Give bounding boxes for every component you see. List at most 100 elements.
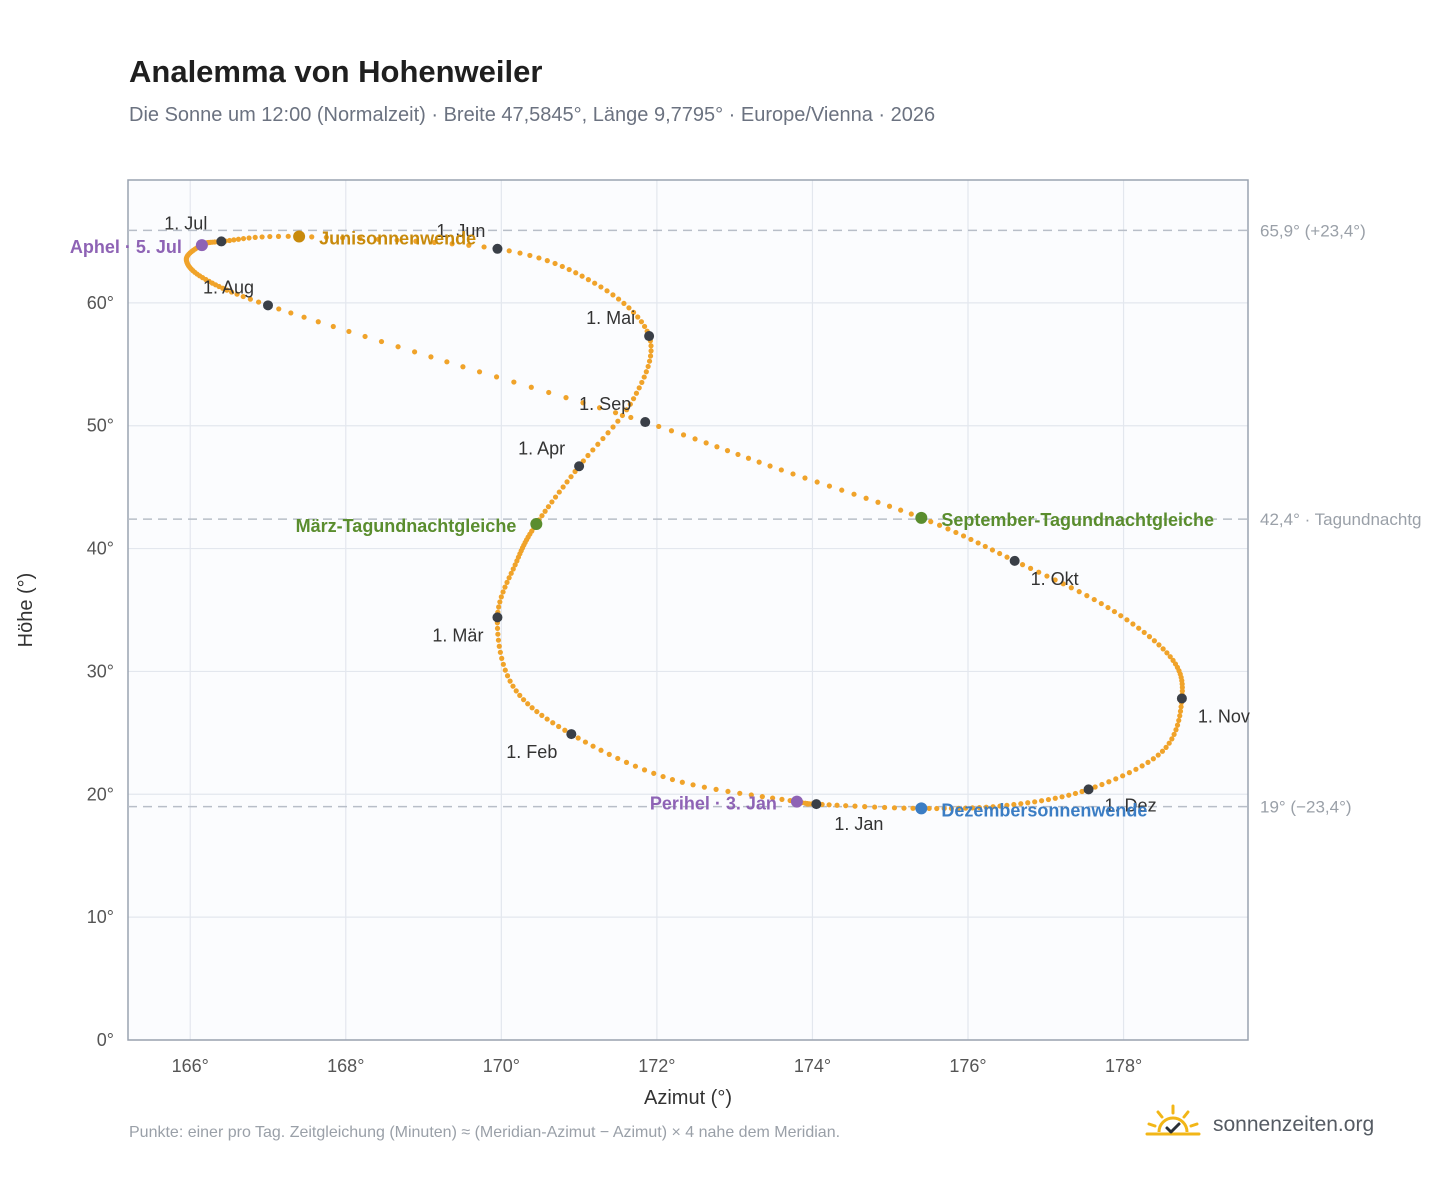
day-point xyxy=(770,795,776,801)
day-point xyxy=(997,803,1003,809)
day-point xyxy=(990,804,996,810)
day-point xyxy=(510,683,516,689)
day-point xyxy=(1068,585,1074,591)
day-point xyxy=(997,550,1003,557)
day-point xyxy=(669,776,676,783)
day-point xyxy=(357,235,363,242)
day-point xyxy=(527,252,533,259)
day-point xyxy=(910,805,916,811)
day-point xyxy=(506,248,512,254)
day-point xyxy=(638,319,645,325)
day-point xyxy=(585,277,591,283)
month-label: 1. Jul xyxy=(164,213,207,233)
month-marker xyxy=(1176,693,1187,704)
day-point xyxy=(1156,642,1162,648)
day-point xyxy=(645,363,651,370)
day-point xyxy=(668,428,675,434)
day-point xyxy=(504,579,510,585)
day-point xyxy=(545,504,552,510)
month-marker xyxy=(492,243,503,254)
day-point xyxy=(240,293,246,300)
day-point xyxy=(679,779,685,785)
day-point xyxy=(623,407,630,413)
event-label: September-Tagundnachtgleiche xyxy=(941,510,1214,530)
day-point xyxy=(562,727,568,733)
day-point xyxy=(517,692,523,698)
day-point xyxy=(346,328,352,335)
event-marker xyxy=(915,802,928,815)
chart-title: Analemma von Hohenweiler xyxy=(129,54,543,89)
day-point xyxy=(1179,688,1185,694)
day-point xyxy=(737,790,743,796)
day-point xyxy=(520,697,527,703)
day-point xyxy=(255,299,262,305)
x-tick-label: 168° xyxy=(327,1056,364,1076)
day-point xyxy=(1059,794,1065,800)
day-point xyxy=(288,310,294,316)
day-point xyxy=(550,720,556,726)
brand[interactable]: sonnenzeiten.org xyxy=(1145,1104,1374,1145)
day-point xyxy=(585,452,591,459)
day-point xyxy=(507,678,513,684)
day-point xyxy=(275,233,282,239)
month-label: 1. Mär xyxy=(432,625,483,645)
day-point xyxy=(814,479,820,485)
day-point xyxy=(983,804,989,810)
day-point xyxy=(834,802,840,808)
day-point xyxy=(1092,784,1098,790)
day-point xyxy=(646,358,653,364)
day-point xyxy=(725,788,731,795)
day-point xyxy=(563,395,569,401)
axis-ticks: 166° 168° 170° 172° 174° 176° 178° 0° 10° 20° 30° 4… xyxy=(87,293,1142,1076)
day-point xyxy=(748,792,754,798)
month-marker xyxy=(1083,784,1094,795)
day-point xyxy=(413,238,419,244)
y-tick-label: 40° xyxy=(87,539,114,559)
day-point xyxy=(598,284,604,290)
day-point xyxy=(1145,759,1151,765)
x-tick-label: 174° xyxy=(794,1056,831,1076)
plot-area xyxy=(127,179,1249,1041)
day-point xyxy=(605,430,611,436)
day-point xyxy=(901,805,907,811)
day-point xyxy=(1130,621,1136,627)
day-point xyxy=(500,661,506,667)
day-point xyxy=(231,237,237,243)
day-point xyxy=(928,519,934,525)
x-axis-title: Azimut (°) xyxy=(644,1087,732,1109)
day-point xyxy=(252,234,258,241)
day-point xyxy=(1106,779,1112,785)
day-point xyxy=(1124,617,1130,623)
day-point xyxy=(495,637,502,643)
day-point xyxy=(735,451,741,458)
day-point xyxy=(590,447,596,453)
day-point xyxy=(549,499,555,505)
day-point xyxy=(495,631,501,637)
reference-line-label: 19° (−23,4°) xyxy=(1260,798,1352,817)
month-label: 1. Okt xyxy=(1031,569,1079,589)
day-point xyxy=(1136,625,1142,631)
day-point xyxy=(568,474,574,480)
day-point xyxy=(1036,569,1042,575)
day-point xyxy=(394,237,400,243)
x-tick-label: 166° xyxy=(172,1056,209,1076)
day-point xyxy=(960,533,967,539)
day-point xyxy=(362,333,368,340)
month-label: 1. Nov xyxy=(1198,706,1250,726)
event-marker xyxy=(790,795,803,808)
day-point xyxy=(534,708,540,715)
day-point xyxy=(852,803,858,809)
day-point xyxy=(619,412,626,419)
day-point xyxy=(315,319,321,325)
day-point xyxy=(969,805,976,811)
day-point xyxy=(528,384,534,390)
day-point xyxy=(481,244,487,250)
day-point xyxy=(226,237,233,244)
day-point xyxy=(494,625,501,631)
day-point xyxy=(276,306,282,312)
day-point xyxy=(615,755,621,762)
day-point xyxy=(953,529,959,536)
day-point xyxy=(628,414,634,421)
day-point xyxy=(460,364,466,370)
day-point xyxy=(240,235,247,242)
